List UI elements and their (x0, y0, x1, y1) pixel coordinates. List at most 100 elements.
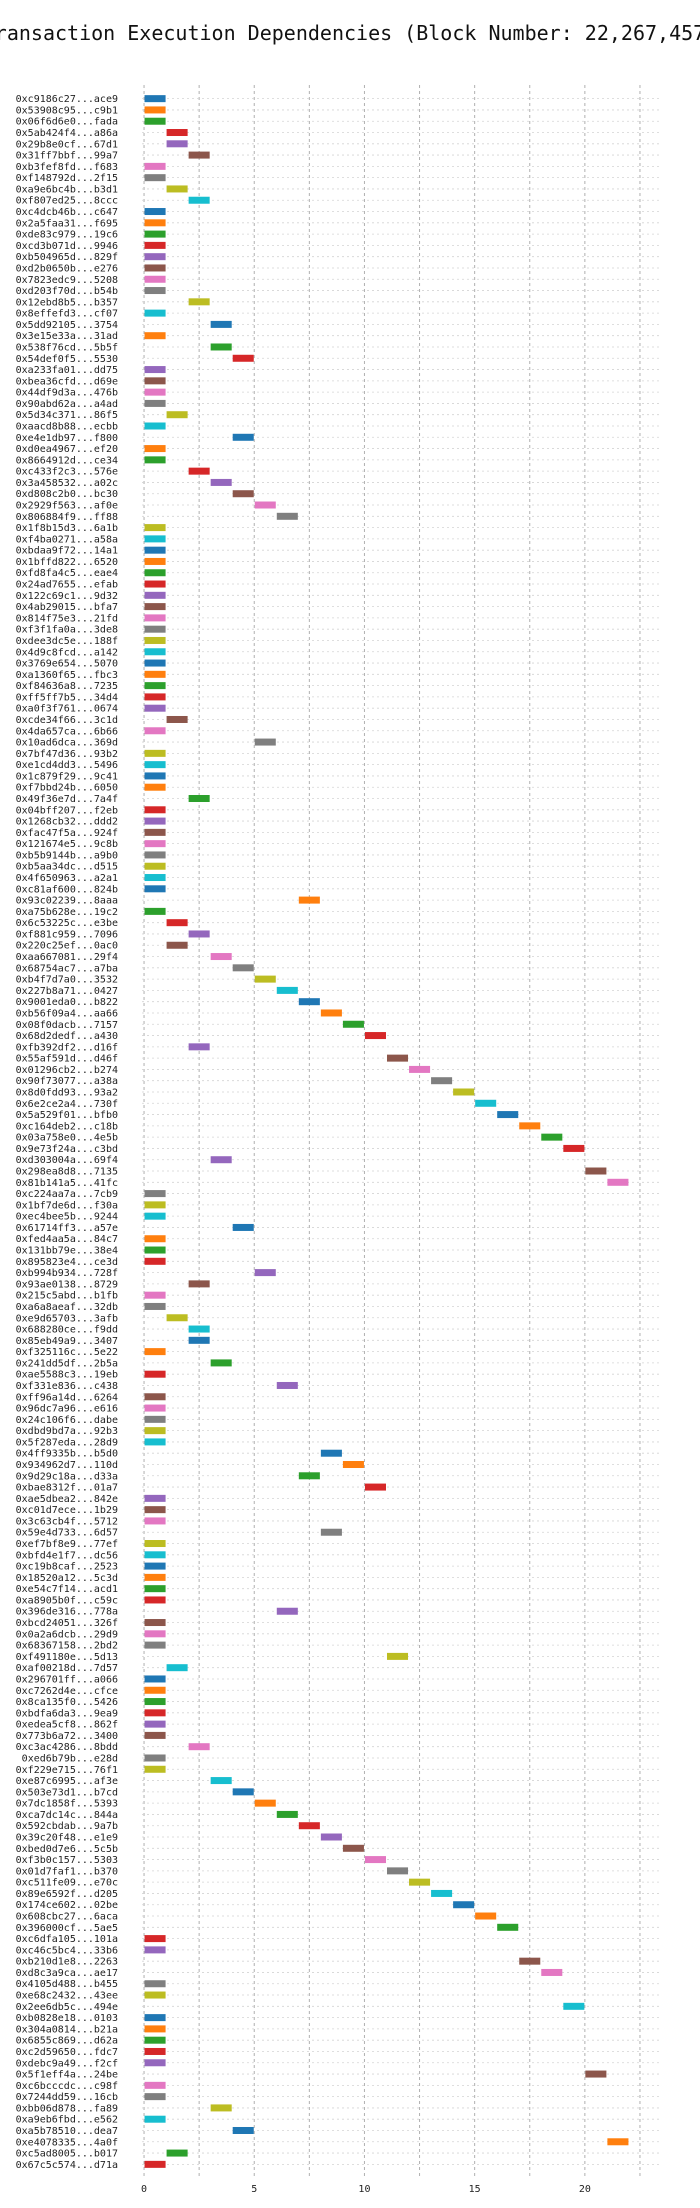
dependency-bar (144, 230, 166, 238)
tx-hash-label: 0x3a458532...a02c (16, 478, 118, 489)
dependency-bar (144, 1641, 166, 1649)
dependency-bar (144, 1980, 166, 1988)
tx-hash-label: 0xf881c959...7096 (16, 929, 118, 940)
tx-hash-label: 0xc81af600...824b (16, 884, 118, 895)
dependency-bar (144, 1573, 166, 1581)
tx-hash-label: 0x12ebd8b5...b357 (16, 297, 118, 308)
dependency-bar (144, 1348, 166, 1356)
dependency-bar (166, 1664, 188, 1672)
dependency-bar (144, 772, 166, 780)
dependency-bar (144, 1720, 166, 1728)
dependency-bar (144, 1562, 166, 1570)
dependency-bar (607, 2138, 629, 2146)
tx-hash-label: 0x7bf47d36...93b2 (16, 749, 118, 760)
dependency-bar (144, 264, 166, 272)
chart-title: Transaction Execution Dependencies (Bloc… (0, 21, 700, 45)
dependency-bar (276, 1607, 298, 1615)
dependency-bar (232, 354, 254, 362)
tx-hash-label: 0xdbd9bd7a...92b3 (16, 1426, 118, 1437)
dependency-bar (453, 1088, 475, 1096)
tx-hash-label: 0xc01d7ece...1b29 (16, 1505, 118, 1516)
x-tick-label: 0 (141, 2184, 147, 2195)
tx-hash-label: 0x5dd92105...3754 (16, 320, 118, 331)
dependency-bar (276, 1810, 298, 1818)
tx-hash-label: 0xaf00218d...7d57 (16, 1663, 118, 1674)
dependency-bar (144, 422, 166, 430)
tx-hash-label: 0x3769e654...5070 (16, 659, 118, 670)
dependency-bar (144, 636, 166, 644)
dependency-bar (144, 806, 166, 814)
tx-hash-label: 0x8ca135f0...5426 (16, 1697, 118, 1708)
dependency-bar (364, 1483, 386, 1491)
tx-hash-label: 0x4105d488...b455 (16, 1979, 118, 1990)
tx-hash-label: 0x1c879f29...9c41 (16, 771, 118, 782)
bar-layer (144, 95, 629, 2168)
tx-hash-label: 0x215c5abd...b1fb (16, 1291, 118, 1302)
dependency-bar (166, 919, 188, 927)
tx-hash-label: 0xfd8fa4c5...eae4 (16, 568, 118, 579)
dependency-bar (166, 2149, 188, 2157)
tx-hash-label: 0x6c53225c...e3be (16, 918, 118, 929)
dependency-bar (210, 478, 232, 486)
dependency-bar (144, 388, 166, 396)
tx-hash-label: 0xa6a8aeaf...32db (16, 1302, 118, 1313)
dependency-bar (144, 727, 166, 735)
dependency-bar (607, 1178, 629, 1186)
dependency-bar (144, 907, 166, 915)
dependency-bar (144, 2115, 166, 2123)
tx-hash-label: 0x44df9d3a...476b (16, 388, 118, 399)
dependency-bar (342, 1460, 364, 1468)
tx-hash-label: 0x5f1eff4a...24be (16, 2070, 118, 2081)
dependency-bar (144, 1619, 166, 1627)
tx-hash-label: 0xb0828e18...0103 (16, 2013, 118, 2024)
dependency-bar (144, 557, 166, 565)
tx-hash-label: 0x174ce602...02be (16, 1900, 118, 1911)
tx-hash-label: 0x1268cb32...ddd2 (16, 817, 118, 828)
tx-hash-label: 0x85eb49a9...3407 (16, 1336, 118, 1347)
tx-hash-label: 0xff96a14d...6264 (16, 1392, 118, 1403)
tx-hash-label: 0xca7dc14c...844a (16, 1810, 118, 1821)
dependency-bar (144, 2047, 166, 2055)
tx-hash-label: 0xf7bbd24b...6050 (16, 783, 118, 794)
dependency-bar (276, 512, 298, 520)
tx-hash-label: 0xc3ac4286...8bdd (16, 1742, 118, 1753)
tx-hash-label: 0x24ad7655...efab (16, 580, 118, 591)
tx-hash-label: 0x61714ff3...a57e (16, 1223, 118, 1234)
dependency-bar (298, 1822, 320, 1830)
dependency-bar (144, 682, 166, 690)
tx-hash-label: 0xf3f1fa0a...3de8 (16, 625, 118, 636)
dependency-bar (144, 670, 166, 678)
dependency-bar (188, 467, 210, 475)
dependency-bar (144, 1291, 166, 1299)
dependency-bar (210, 953, 232, 961)
tx-hash-label: 0xa9e6bc4b...b3d1 (16, 184, 118, 195)
tx-hash-label: 0xbdaa9f72...14a1 (16, 546, 118, 557)
dependency-bar (144, 1302, 166, 1310)
x-tick-label: 20 (579, 2184, 591, 2195)
tx-hash-label: 0x6e2ce2a4...730f (16, 1099, 118, 1110)
dependency-bar (585, 1167, 607, 1175)
tx-hash-label: 0xfed4aa5a...84c7 (16, 1234, 118, 1245)
tx-hash-label: 0xef7bf8e9...77ef (16, 1539, 118, 1550)
dependency-bar (144, 1686, 166, 1694)
tx-hash-label: 0x3c63cb4f...5712 (16, 1516, 118, 1527)
dependency-bar (144, 546, 166, 554)
dependency-bar (386, 1867, 409, 1875)
dependency-bar (144, 253, 166, 261)
tx-hash-label: 0x6855c869...d62a (16, 2036, 118, 2047)
tx-hash-label: 0xbcd24051...326f (16, 1618, 118, 1629)
dependency-bar (188, 298, 210, 306)
tx-hash-label: 0xbdfa6da3...9ea9 (16, 1708, 118, 1719)
tx-hash-label: 0xc224aa7a...7cb9 (16, 1189, 118, 1200)
dependency-bar (144, 332, 166, 340)
dependency-bar (144, 1765, 166, 1773)
tx-hash-label: 0xc6bcccdc...c98f (16, 2081, 118, 2092)
tx-hash-label: 0x49f36e7d...7a4f (16, 794, 118, 805)
tx-hash-label: 0xa75b628e...19c2 (16, 907, 118, 918)
dependency-bar (144, 309, 166, 317)
dependency-bar (166, 715, 188, 723)
tx-hash-label: 0x10ad6dca...369d (16, 738, 118, 749)
dependency-bar (144, 1506, 166, 1514)
tx-hash-label: 0xfb392df2...d16f (16, 1042, 118, 1053)
tx-hash-label: 0xe4e1db97...f800 (16, 433, 118, 444)
